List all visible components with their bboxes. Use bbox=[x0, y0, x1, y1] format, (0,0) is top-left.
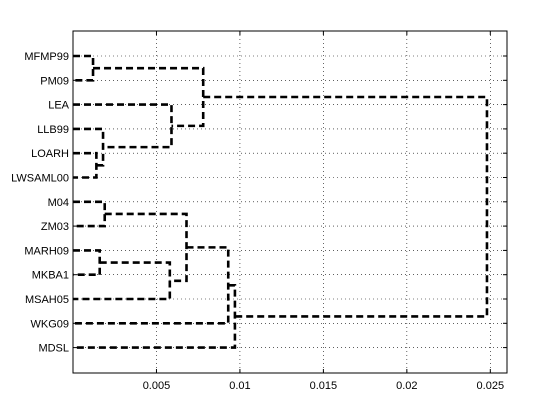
grid-layer bbox=[73, 31, 507, 373]
tick-layer: 0.005 0.01 0.015 0.02 0.025 bbox=[73, 31, 507, 392]
x-tick-label-0: 0.005 bbox=[143, 380, 171, 392]
link-11 bbox=[203, 95, 489, 318]
x-tick-label-3: 0.02 bbox=[396, 380, 417, 392]
leaf-label-m04: M04 bbox=[48, 197, 69, 209]
leaf-label-marh09: MARH09 bbox=[24, 245, 69, 257]
leaf-label-mkba1: MKBA1 bbox=[32, 270, 69, 282]
leaf-label-wkg09: WKG09 bbox=[30, 318, 69, 330]
leaf-label-mfmp99: MFMP99 bbox=[24, 51, 69, 63]
label-layer: MFMP99 PM09 LEA LLB99 LOARH LWSAML00 M04 ZM03 MA… bbox=[11, 51, 70, 355]
link-10 bbox=[73, 284, 237, 349]
link-0 bbox=[73, 54, 95, 82]
leaf-label-msah05: MSAH05 bbox=[25, 294, 69, 306]
link-layer bbox=[73, 54, 489, 349]
x-tick-label-1: 0.01 bbox=[229, 380, 250, 392]
leaf-label-lwsaml00: LWSAML00 bbox=[11, 173, 69, 185]
leaf-label-lea: LEA bbox=[48, 100, 69, 112]
leaf-label-mdsl: MDSL bbox=[38, 343, 69, 355]
link-9 bbox=[73, 246, 230, 325]
link-1 bbox=[73, 151, 98, 179]
link-5 bbox=[73, 200, 107, 228]
leaf-label-pm09: PM09 bbox=[40, 75, 69, 87]
x-tick-label-4: 0.025 bbox=[477, 380, 505, 392]
link-7 bbox=[73, 261, 172, 301]
leaf-label-loarh: LOARH bbox=[31, 148, 69, 160]
leaf-label-zm03: ZM03 bbox=[41, 221, 69, 233]
x-tick-label-2: 0.015 bbox=[310, 380, 338, 392]
leaf-label-llb99: LLB99 bbox=[37, 124, 69, 136]
link-2 bbox=[73, 127, 105, 167]
link-6 bbox=[73, 249, 102, 276]
link-3 bbox=[73, 103, 173, 149]
link-8 bbox=[104, 212, 188, 283]
link-4 bbox=[93, 66, 205, 128]
